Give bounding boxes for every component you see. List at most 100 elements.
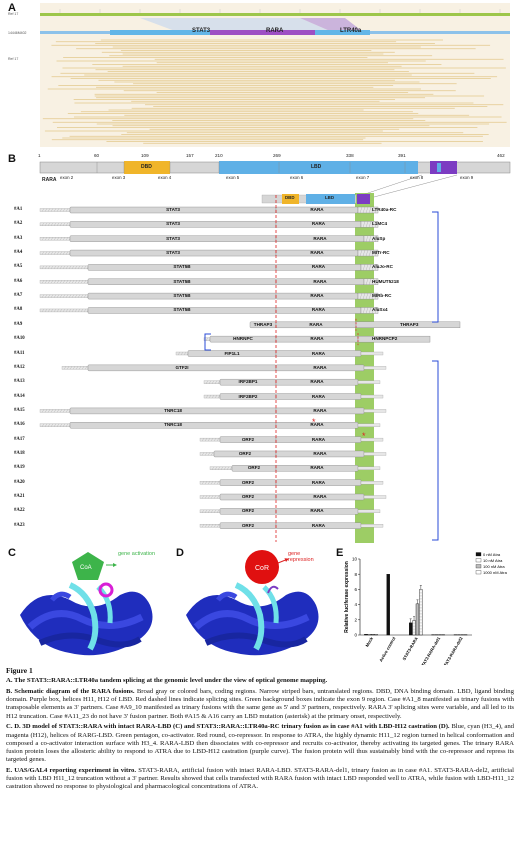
stripe-hatch xyxy=(374,307,378,314)
case-id: #A12 xyxy=(14,364,25,370)
rara-label: RARA xyxy=(310,379,324,385)
stripe-hatch xyxy=(41,222,45,226)
stripe-hatch xyxy=(210,495,214,499)
case-id: #A18 xyxy=(14,450,25,456)
stripe-hatch xyxy=(374,235,378,242)
stripe-hatch xyxy=(214,394,218,399)
partner3-label: MITr-RC xyxy=(372,250,390,256)
stripe-hatch xyxy=(68,308,72,313)
y-tick-label: 2 xyxy=(354,617,357,622)
stripe-hatch xyxy=(56,308,60,313)
stripe-hatch xyxy=(59,208,63,212)
stripe-hatch xyxy=(53,251,57,255)
stripe-hatch xyxy=(50,251,54,255)
partner5-label: ORF2 xyxy=(241,522,255,528)
stripe-hatch xyxy=(59,423,63,427)
corepressor-circle xyxy=(245,550,279,584)
stripe-hatch xyxy=(374,206,378,214)
stripe-hatch xyxy=(50,237,54,241)
panel-c-letter: C xyxy=(8,547,16,559)
ref-track-top xyxy=(40,13,510,16)
case-id: #A4 xyxy=(14,250,23,256)
gene-label-stat3: STAT3 xyxy=(192,28,211,34)
stripe-hatch xyxy=(53,208,57,212)
lbd-helices-c xyxy=(20,582,153,656)
stripe-hatch xyxy=(216,524,220,528)
stripe-hatch xyxy=(53,409,57,413)
stripe-hatch xyxy=(177,351,181,356)
stripe-hatch xyxy=(229,466,233,470)
stripe-hatch xyxy=(365,221,369,228)
stripe-hatch xyxy=(213,481,217,485)
stripe-hatch xyxy=(371,264,375,271)
stripe-hatch xyxy=(368,264,372,271)
pos-210: 210 xyxy=(215,153,223,158)
case-id: #A16 xyxy=(14,422,25,428)
stripe-hatch xyxy=(368,250,372,257)
panel-b-letter: B xyxy=(8,153,16,165)
stripe-hatch xyxy=(41,237,45,241)
pos-391: 391 xyxy=(398,153,406,158)
exon-5-label: exon 5 xyxy=(226,175,240,180)
ltr40a-block xyxy=(315,30,370,35)
stripe-hatch xyxy=(207,495,211,499)
legend-label: 0 nM Atra xyxy=(483,552,501,557)
partner5-label: ORF2 xyxy=(241,436,255,442)
pos-1: 1 xyxy=(38,153,41,158)
stripe-hatch xyxy=(65,294,69,298)
lbd-label: LBD xyxy=(311,164,322,170)
mini-dbd-label: DBD xyxy=(285,195,295,200)
exon-9-label: exon 9 xyxy=(460,175,474,180)
stripe-hatch xyxy=(204,509,208,513)
exon-6-label: exon 6 xyxy=(290,175,304,180)
caption-b-title: B. Schematic diagram of the RARA fusions… xyxy=(6,688,135,695)
track-label-ref-top: Ref 17 xyxy=(8,12,19,16)
stripe-hatch xyxy=(208,394,212,399)
stripe-hatch xyxy=(365,250,369,257)
stripe-hatch xyxy=(53,280,57,284)
stripe-hatch xyxy=(368,221,372,228)
partner5-label: ORF2 xyxy=(247,465,261,471)
mini-dbd xyxy=(282,194,299,204)
stripe-hatch xyxy=(74,308,78,313)
panel-b: B * * RARA 1 60 109 157 210 269 338 xyxy=(0,150,520,545)
bar-2-2 xyxy=(415,603,420,636)
stripe-hatch xyxy=(365,278,369,285)
stripe-hatch xyxy=(368,293,372,300)
stripe-hatch xyxy=(53,308,57,313)
stripe-hatch xyxy=(44,409,48,413)
case-id: #A3 xyxy=(14,235,23,241)
stripe-hatch xyxy=(365,264,369,271)
stripe-hatch xyxy=(56,280,60,284)
rara-utr xyxy=(357,423,381,427)
stripe-hatch xyxy=(365,206,369,214)
stripe-hatch xyxy=(216,481,220,485)
lbd-domain xyxy=(219,161,418,174)
stripe-hatch xyxy=(44,208,48,212)
stripe-hatch xyxy=(183,351,187,356)
partner3-bar xyxy=(355,321,461,329)
stripe-hatch xyxy=(65,280,69,284)
mutation-asterisk-a16: * xyxy=(362,431,366,441)
stripe-hatch xyxy=(59,222,63,226)
stripe-hatch xyxy=(62,251,66,255)
exon-3-label: exon 3 xyxy=(112,175,126,180)
rara-label: RARA xyxy=(310,422,324,428)
pos-269: 269 xyxy=(273,153,281,158)
partner5-label: STAT5B xyxy=(173,264,191,270)
stripe-hatch xyxy=(362,221,366,228)
stripe-hatch xyxy=(44,265,48,269)
stripe-hatch xyxy=(65,251,69,255)
stripe-hatch xyxy=(207,452,211,456)
stripe-hatch xyxy=(50,308,54,313)
lbd-helices-d xyxy=(186,582,319,656)
stripe-hatch xyxy=(53,237,57,241)
panel-a-letter: A xyxy=(8,2,16,14)
stripe-hatch xyxy=(62,294,66,298)
stripe-hatch xyxy=(374,278,378,285)
stripe-hatch xyxy=(41,409,45,413)
case-id: #A8 xyxy=(14,307,23,313)
legend-label: 100 nM Atra xyxy=(483,564,505,569)
stripe-hatch xyxy=(53,423,57,427)
rara-protein-label: RARA xyxy=(42,177,57,183)
